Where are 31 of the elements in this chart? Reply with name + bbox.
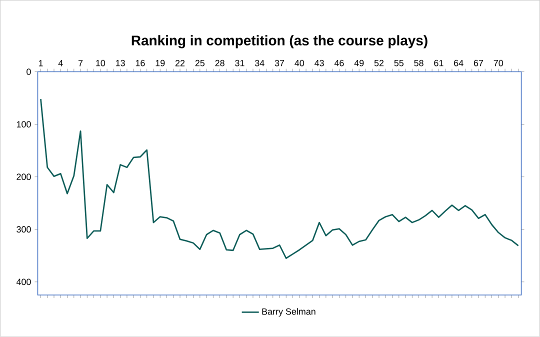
x-tick-label: 4 [58, 60, 63, 66]
x-tick-label: 7 [78, 60, 83, 66]
x-tick-label: 52 [374, 60, 384, 66]
x-tick-label: 64 [454, 60, 464, 66]
x-tick-label: 55 [394, 60, 404, 66]
chart-title: Ranking in competition (as the course plays) [132, 35, 428, 48]
legend-label: Barry Selman [262, 308, 316, 317]
x-tick-label: 31 [235, 60, 244, 66]
x-tick-label: 37 [274, 60, 284, 66]
x-tick-label: 40 [294, 60, 304, 66]
x-tick-label: 1 [38, 60, 43, 66]
y-tick-label: 100 [16, 121, 31, 128]
x-tick-label: 34 [254, 60, 264, 66]
x-tick-label: 46 [334, 60, 344, 66]
y-tick-label: 0 [26, 68, 31, 76]
x-tick-label: 49 [354, 60, 364, 66]
x-tick-label: 28 [215, 60, 224, 66]
x-tick-label: 70 [494, 60, 504, 66]
x-tick-label: 58 [414, 60, 424, 66]
x-tick-label: 10 [96, 60, 106, 66]
x-tick-label: 43 [314, 60, 324, 66]
x-tick-label: 19 [156, 60, 165, 66]
y-tick-label: 300 [16, 226, 31, 233]
x-tick-label: 13 [116, 60, 125, 66]
x-tick-label: 22 [175, 60, 185, 66]
x-tick-label: 61 [434, 60, 444, 66]
x-tick-label: 16 [136, 60, 145, 66]
y-tick-label: 400 [16, 278, 31, 286]
x-tick-label: 67 [474, 60, 484, 66]
y-tick-label: 200 [16, 174, 31, 180]
x-tick-label: 25 [195, 60, 205, 66]
